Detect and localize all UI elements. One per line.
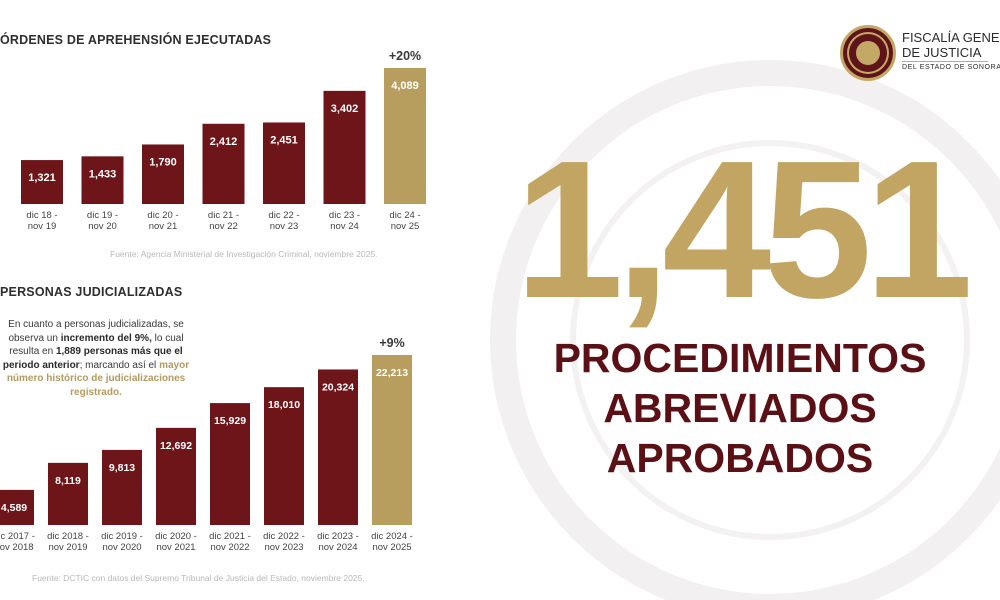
chart-bar: [323, 90, 366, 204]
category-label: nov 24: [330, 221, 359, 232]
category-label: dic 23 -: [329, 210, 360, 221]
bar-value-label: 1,433: [89, 168, 117, 180]
category-label: dic 2022 -: [263, 531, 305, 542]
chart-bar: [0, 489, 34, 525]
chart-bar: [318, 369, 358, 525]
category-label: nov 20: [88, 221, 117, 232]
bar-value-label: 8,119: [55, 475, 81, 487]
category-label: nov 22: [209, 221, 238, 232]
highlight-number: 1,451: [514, 120, 973, 339]
bar-value-label: 12,692: [160, 440, 192, 452]
bar-value-label: 2,451: [270, 134, 298, 146]
category-label: dic 2020 -: [155, 531, 197, 542]
fiscalia-seal-core: [856, 41, 880, 65]
category-label: dic 2023 -: [317, 531, 359, 542]
category-label: nov 2023: [264, 542, 303, 553]
chart-bar: [21, 160, 63, 204]
bar-value-label: 3,402: [331, 103, 359, 115]
growth-annotation: +20%: [389, 49, 421, 63]
chart-ordenes-aprehension: 1,321 dic 18 -nov 19 1,433 dic 19 -nov 20 1,…: [21, 49, 426, 232]
category-label: dic 21 -: [208, 210, 239, 221]
bar-value-label: 15,929: [214, 415, 246, 427]
org-name-line1: FISCALÍA GENERAL: [902, 30, 1000, 45]
bar-value-label: 4,589: [1, 502, 27, 514]
bar-value-label: 9,813: [109, 462, 135, 474]
bar-value-label: 22,213: [376, 367, 408, 379]
bar-value-label: 1,321: [28, 172, 56, 184]
org-name-line2: DE JUSTICIA: [902, 45, 982, 60]
category-label: dic 2017 -: [0, 531, 35, 542]
category-label: dic 20 -: [147, 210, 178, 221]
chart-bar: [48, 462, 88, 525]
category-label: dic 24 -: [389, 210, 420, 221]
category-label: nov 25: [391, 221, 420, 232]
category-label: nov 21: [149, 221, 178, 232]
chart-bar: [263, 122, 305, 204]
chart-bar: [156, 427, 196, 525]
category-label: nov 19: [28, 221, 57, 232]
category-label: nov 2018: [0, 542, 34, 553]
chart-bar: [142, 144, 184, 204]
chart-bar: [384, 68, 426, 204]
fiscalia-seal-logo: [840, 25, 896, 81]
category-label: nov 2020: [102, 542, 141, 553]
category-label: nov 2021: [156, 542, 195, 553]
bar-value-label: 2,412: [210, 136, 238, 148]
headline-line1: PROCEDIMIENTOS: [553, 335, 927, 381]
category-label: dic 18 -: [26, 210, 57, 221]
headline-line3: APROBADOS: [606, 435, 874, 481]
category-label: dic 22 -: [268, 210, 299, 221]
chart-bar: [81, 156, 124, 204]
category-label: dic 2018 -: [47, 531, 89, 542]
chart-source-ordenes: Fuente: Agencia Ministerial de Investiga…: [110, 249, 378, 259]
bar-value-label: 4,089: [391, 80, 419, 92]
headline-line2: ABREVIADOS: [603, 385, 877, 431]
category-label: nov 2019: [48, 542, 87, 553]
category-label: nov 2022: [210, 542, 249, 553]
bar-value-label: 1,790: [149, 156, 177, 168]
seal-watermark-inner: [570, 140, 970, 540]
chart-title-personas: PERSONAS JUDICIALIZADAS: [0, 285, 183, 299]
chart-source-personas: Fuente: DCTIC con datos del Supremo Trib…: [32, 573, 365, 583]
category-label: dic 19 -: [87, 210, 118, 221]
chart-bar: [372, 355, 412, 525]
chart-title-ordenes: ÓRDENES DE APREHENSIÓN EJECUTADAS: [0, 33, 272, 47]
bar-value-label: 18,010: [268, 399, 300, 411]
growth-annotation: +9%: [379, 336, 404, 350]
chart-bar: [202, 123, 245, 204]
bar-value-label: 20,324: [322, 381, 354, 393]
category-label: nov 2025: [372, 542, 411, 553]
chart-bar: [264, 387, 304, 525]
category-label: dic 2019 -: [101, 531, 143, 542]
category-label: dic 2024 -: [371, 531, 413, 542]
description-paragraph: En cuanto a personas judicializadas, se …: [2, 319, 190, 398]
chart-bar: [102, 449, 142, 525]
category-label: nov 23: [270, 221, 299, 232]
org-name-line3: DEL ESTADO DE SONORA: [902, 61, 1000, 71]
category-label: nov 2024: [318, 542, 357, 553]
category-label: dic 2021 -: [209, 531, 251, 542]
chart-bar: [210, 403, 250, 525]
